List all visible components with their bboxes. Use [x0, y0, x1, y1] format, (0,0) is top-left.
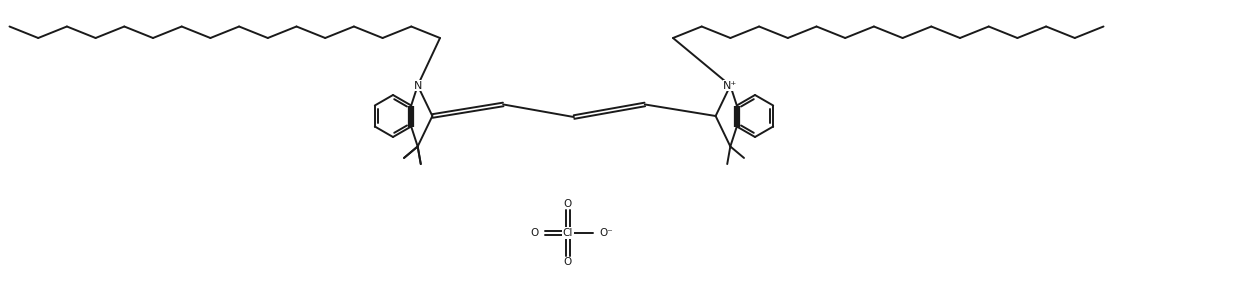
Text: O: O	[563, 199, 572, 209]
Text: O: O	[531, 228, 540, 238]
Text: O: O	[563, 257, 572, 267]
Text: Cl: Cl	[562, 228, 574, 238]
Text: N: N	[413, 81, 422, 90]
Text: N⁺: N⁺	[723, 81, 738, 90]
Text: O⁻: O⁻	[600, 228, 614, 238]
